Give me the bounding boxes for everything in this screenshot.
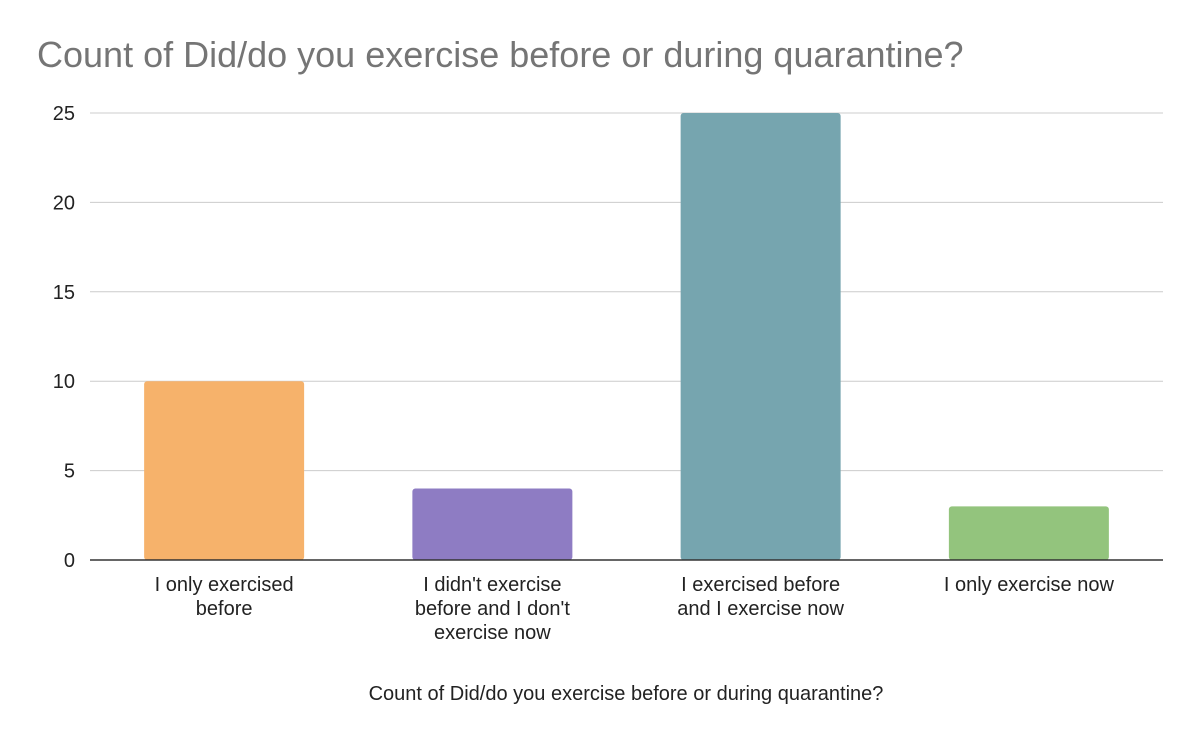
bar-4[interactable] <box>948 506 1109 560</box>
y-tick-label: 0 <box>64 550 75 572</box>
y-tick-label: 20 <box>53 192 75 214</box>
x-tick-label: I exercised before and I exercise now <box>677 574 844 620</box>
bar-1[interactable] <box>144 381 305 560</box>
x-tick-label: I didn't exercise before and I don't exerc… <box>415 574 570 644</box>
x-axis-title: Count of Did/do you exercise before or d… <box>369 683 884 705</box>
x-tick-label: I only exercised before <box>155 574 294 620</box>
bar-2[interactable] <box>412 488 573 560</box>
y-tick-label: 5 <box>64 461 75 483</box>
bars <box>144 113 1109 560</box>
y-tick-label: 25 <box>53 103 75 125</box>
y-tick-label: 10 <box>53 371 75 393</box>
labels: 0 5 10 15 20 25 I only exercised before I didn't… <box>53 103 1115 644</box>
bar-3[interactable] <box>680 113 841 560</box>
x-tick-label: I only exercise now <box>944 574 1115 596</box>
y-tick-label: 15 <box>53 282 75 304</box>
chart-title: Count of Did/do you exercise before or d… <box>37 34 964 75</box>
